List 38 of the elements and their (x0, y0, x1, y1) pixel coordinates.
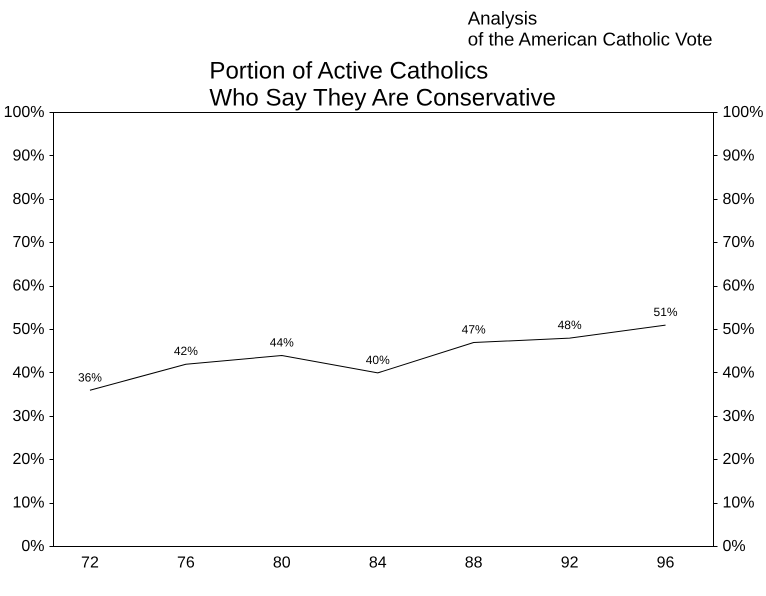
y2-tick-label: 100% (722, 104, 764, 121)
data-label: 47% (462, 322, 486, 337)
y-tick-label: 0% (21, 538, 44, 555)
chart-subtitle: Analysis of the American Catholic Vote (468, 8, 712, 50)
y-tick-label: 10% (12, 494, 45, 512)
x-tick-label: 96 (656, 554, 675, 572)
y-tick-label: 20% (12, 451, 45, 468)
y-tick-label: 50% (12, 321, 45, 338)
y-tick-label: 30% (12, 408, 45, 425)
data-label: 48% (558, 318, 582, 332)
data-label: 51% (654, 305, 678, 320)
y-tick-label: 60% (12, 278, 45, 295)
y2-tick-label: 40% (722, 364, 755, 382)
y-tick-label: 80% (12, 190, 45, 208)
data-label: 40% (366, 352, 390, 367)
y2-tick-label: 10% (722, 494, 755, 512)
y-tick-label: 90% (12, 147, 45, 164)
x-tick-label: 92 (560, 554, 579, 572)
x-tick-label: 84 (368, 554, 387, 572)
y-tick-label: 70% (12, 234, 45, 252)
data-label: 36% (78, 370, 102, 384)
y2-tick-label: 50% (722, 321, 755, 338)
data-label: 42% (174, 344, 198, 358)
y2-tick-label: 30% (722, 408, 755, 425)
data-label: 44% (270, 336, 294, 350)
x-tick-label: 88 (464, 554, 483, 572)
y2-tick-label: 80% (722, 190, 755, 208)
y2-tick-label: 90% (722, 147, 755, 164)
y-tick-label: 40% (12, 364, 45, 382)
x-tick-label: 80 (272, 554, 291, 572)
y2-tick-label: 20% (722, 451, 755, 468)
x-tick-label: 72 (81, 554, 99, 572)
y-tick-label: 100% (4, 104, 44, 121)
y2-tick-label: 60% (722, 278, 755, 295)
y2-tick-label: 70% (722, 234, 755, 252)
y2-tick-label: 0% (722, 538, 746, 555)
chart-title: Portion of Active Catholics Who Say They Are Conservative (209, 58, 556, 112)
x-tick-label: 76 (176, 554, 195, 572)
